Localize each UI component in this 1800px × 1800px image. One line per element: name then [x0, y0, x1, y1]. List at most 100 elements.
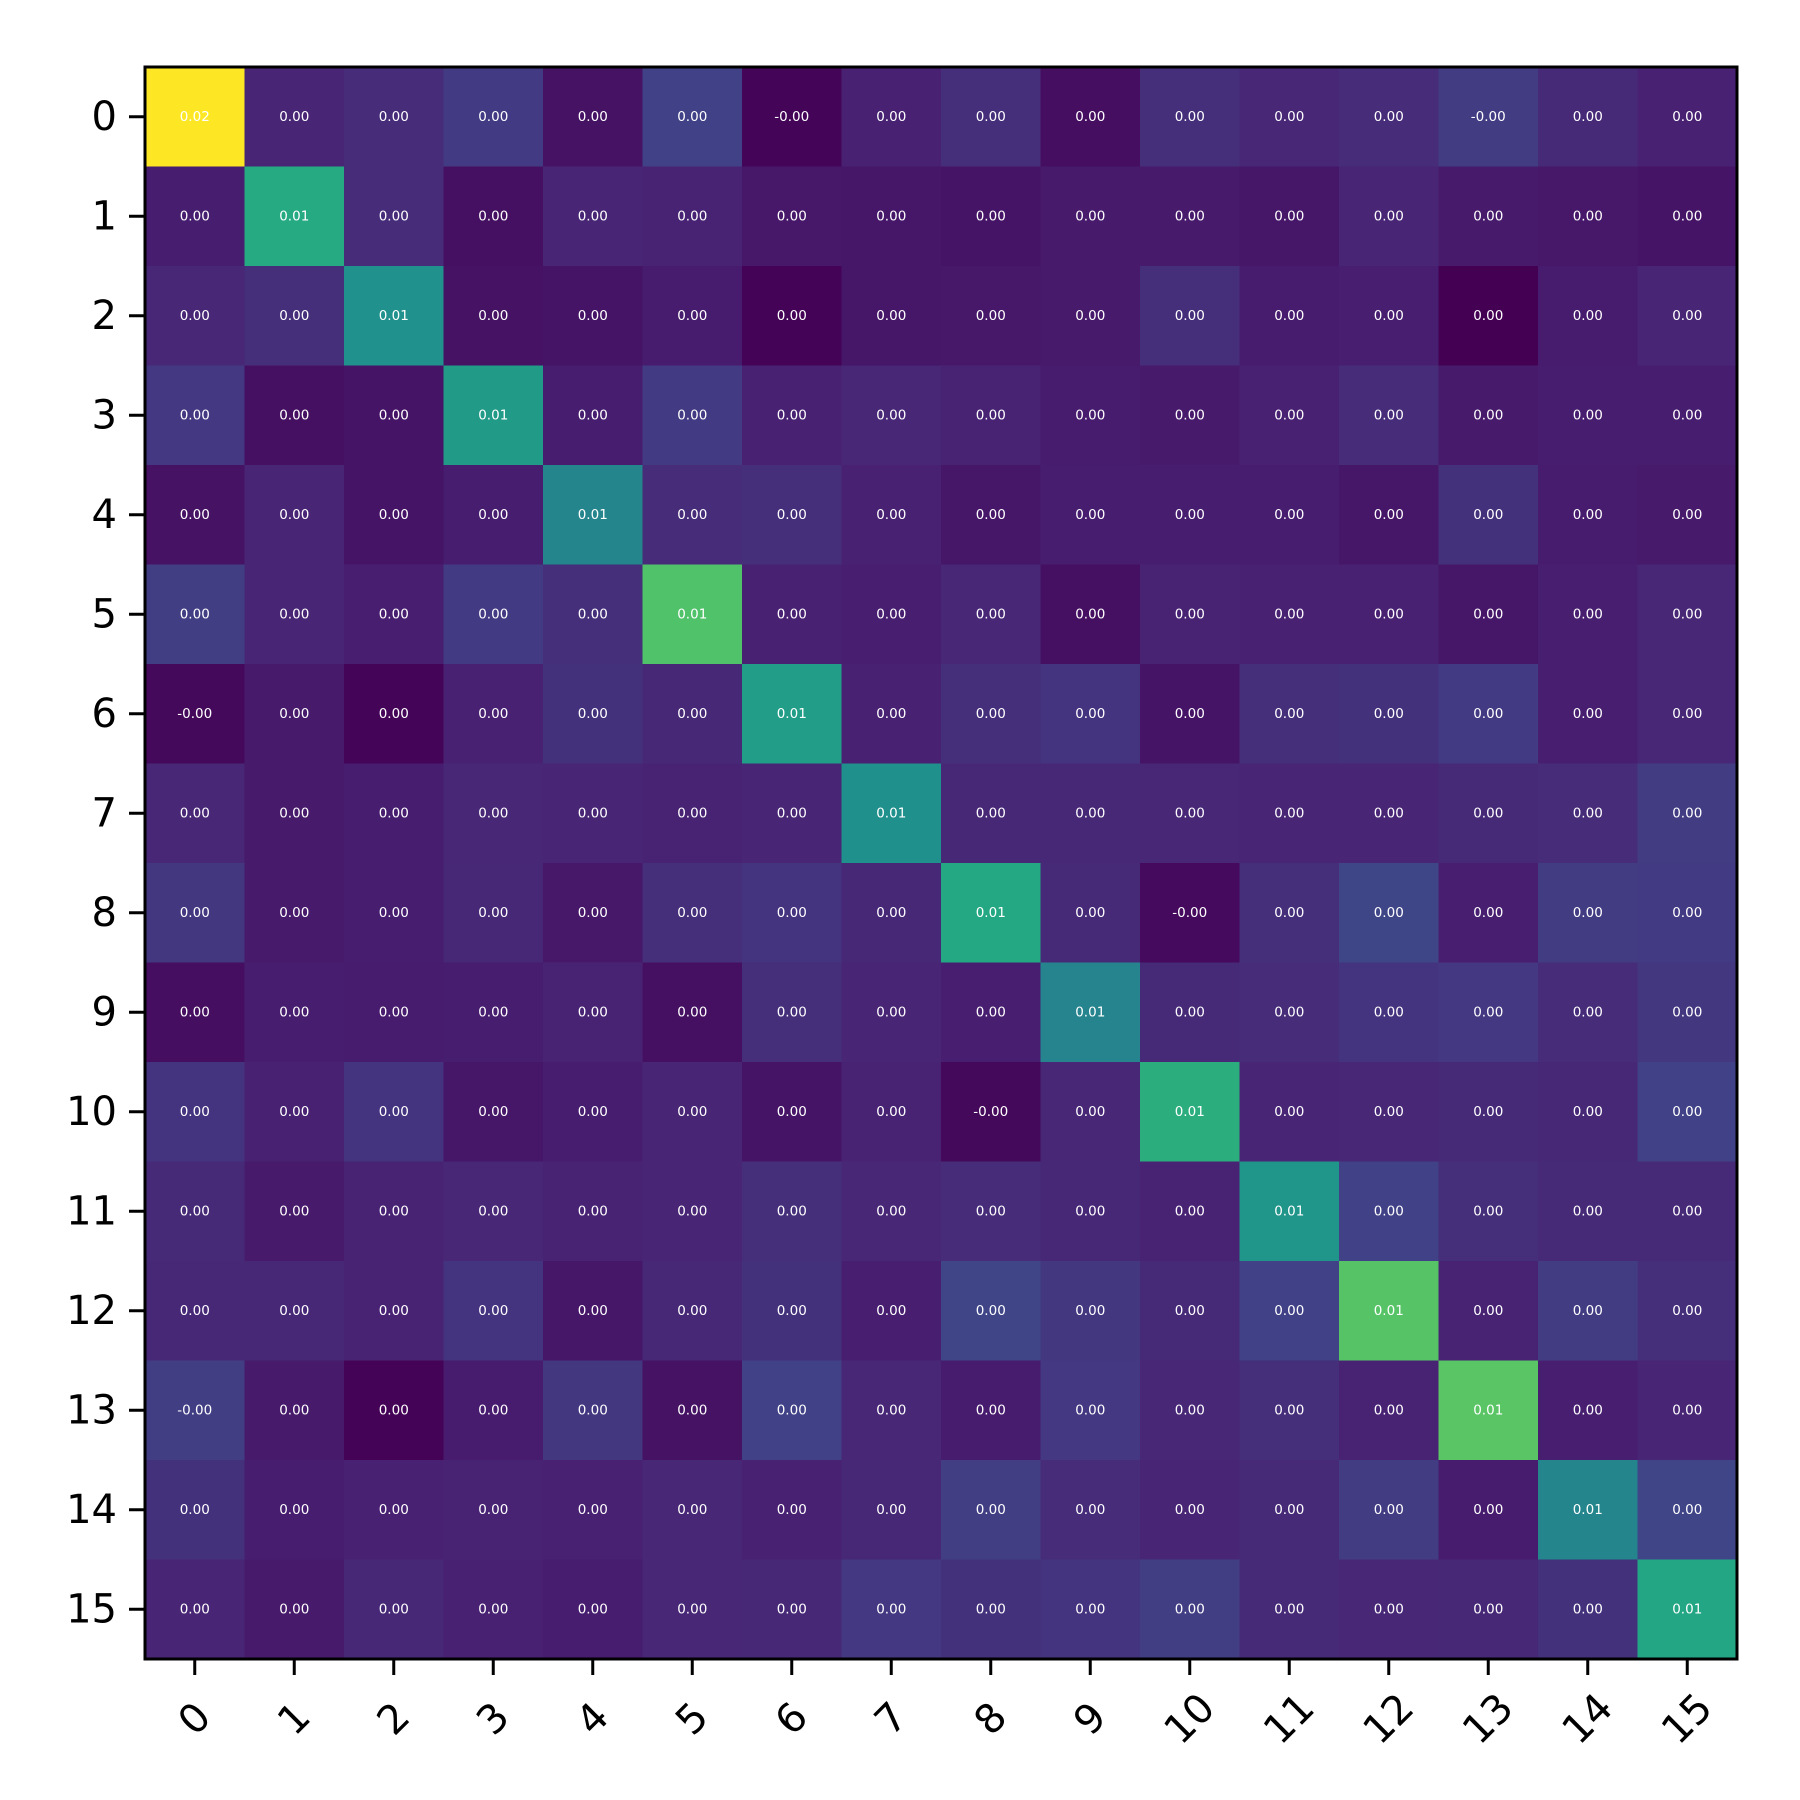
- heatmap-cell: [1637, 166, 1738, 267]
- heatmap-cell: [145, 863, 246, 964]
- heatmap-cell-label: 0.00: [976, 1601, 1006, 1617]
- heatmap-cell: [1438, 1559, 1539, 1660]
- heatmap-cell-label: -0.00: [177, 706, 212, 722]
- heatmap-cell: [841, 465, 942, 566]
- heatmap-cell-label: 0.00: [1075, 208, 1105, 224]
- heatmap-cell: [344, 266, 445, 367]
- heatmap-cell: [1239, 564, 1340, 665]
- heatmap-cell-label: 0.01: [478, 407, 508, 423]
- heatmap-cell-label: 0.00: [1473, 905, 1503, 921]
- heatmap-cell-label: 0.00: [1075, 805, 1105, 821]
- heatmap-cell: [1040, 266, 1141, 367]
- x-tick-label: 0: [169, 1694, 220, 1745]
- heatmap-cell-label: 0.00: [1374, 308, 1404, 324]
- heatmap-cell: [1239, 67, 1340, 168]
- heatmap-cell-labels: 0.02 0.00 0.00 0.00 0.00 0.00 -0.00 0.00 0.00 0.0…: [177, 109, 1702, 1618]
- heatmap-cell: [642, 1062, 743, 1163]
- heatmap-cell-label: 0.00: [1374, 1004, 1404, 1020]
- heatmap-cell: [941, 962, 1042, 1063]
- heatmap-cell-label: 0.00: [578, 905, 608, 921]
- heatmap-cell: [1239, 1559, 1340, 1660]
- heatmap-cell: [941, 863, 1042, 964]
- heatmap-cell: [742, 166, 843, 267]
- heatmap-cell: [1438, 564, 1539, 665]
- heatmap-cell: [642, 1460, 743, 1561]
- heatmap-cell-label: 0.00: [677, 1104, 707, 1120]
- heatmap-cell-label: 0.00: [777, 1402, 807, 1418]
- heatmap-cell-label: 0.00: [578, 407, 608, 423]
- heatmap-cell: [1637, 67, 1738, 168]
- heatmap-cell-label: 0.00: [976, 805, 1006, 821]
- heatmap-cell-label: 0.00: [1573, 109, 1603, 125]
- heatmap-cell-label: 0.00: [379, 407, 409, 423]
- heatmap-cell: [1239, 863, 1340, 964]
- heatmap-cell: [841, 664, 942, 765]
- heatmap-cell-label: 0.00: [1274, 308, 1304, 324]
- heatmap-cell-label: 0.00: [976, 606, 1006, 622]
- heatmap-cell-label: 0.00: [279, 606, 309, 622]
- heatmap-cell-label: 0.00: [1374, 109, 1404, 125]
- heatmap-cell: [642, 763, 743, 864]
- heatmap-cell-label: 0.00: [1672, 308, 1702, 324]
- heatmap-cell-label: 0.00: [1274, 805, 1304, 821]
- heatmap-cell: [1637, 1261, 1738, 1362]
- heatmap-cell: [543, 664, 644, 765]
- heatmap-cell-label: 0.00: [876, 1104, 906, 1120]
- x-tick-label: 2: [368, 1694, 419, 1745]
- heatmap-cell: [543, 1161, 644, 1262]
- y-tick-label: 5: [92, 591, 117, 637]
- heatmap-cell: [543, 564, 644, 665]
- heatmap-cell: [1438, 1062, 1539, 1163]
- heatmap-cell: [1339, 266, 1440, 367]
- heatmap-cell: [841, 564, 942, 665]
- heatmap-cell: [543, 1559, 644, 1660]
- heatmap-cell-label: 0.00: [876, 1402, 906, 1418]
- heatmap-cell-label: 0.00: [1175, 1303, 1205, 1319]
- heatmap-cell: [742, 266, 843, 367]
- heatmap-cell: [244, 863, 345, 964]
- heatmap-cell: [1140, 365, 1241, 466]
- heatmap-cell: [145, 166, 246, 267]
- heatmap-cell-label: 0.00: [777, 1203, 807, 1219]
- heatmap-cell-label: 0.00: [1473, 805, 1503, 821]
- heatmap-cell-label: 0.01: [1075, 1004, 1105, 1020]
- heatmap-cell: [1538, 1161, 1639, 1262]
- heatmap-cell: [1438, 365, 1539, 466]
- heatmap-cell: [941, 1460, 1042, 1561]
- heatmap-cell-label: 0.00: [1573, 1104, 1603, 1120]
- heatmap-cell: [941, 465, 1042, 566]
- heatmap-cell: [1140, 1559, 1241, 1660]
- heatmap-cell: [841, 266, 942, 367]
- heatmap-cell: [1538, 1062, 1639, 1163]
- heatmap-cell-label: 0.00: [1573, 905, 1603, 921]
- heatmap-cell-label: 0.00: [578, 1104, 608, 1120]
- heatmap-cell: [543, 365, 644, 466]
- heatmap-cell-label: 0.00: [976, 109, 1006, 125]
- heatmap-cell-label: 0.00: [379, 805, 409, 821]
- heatmap-cell: [244, 1261, 345, 1362]
- heatmap-cell-label: 0.00: [1175, 109, 1205, 125]
- heatmap-cell: [742, 1360, 843, 1461]
- heatmap-cell-label: 0.00: [578, 208, 608, 224]
- heatmap-cell: [1040, 863, 1141, 964]
- heatmap-cell: [543, 863, 644, 964]
- heatmap-cell: [1637, 1161, 1738, 1262]
- x-tick-label: 6: [766, 1694, 817, 1745]
- heatmap-cell-label: 0.00: [478, 308, 508, 324]
- heatmap-cell: [1040, 1261, 1141, 1362]
- heatmap-cell: [344, 863, 445, 964]
- heatmap-cell: [1438, 1161, 1539, 1262]
- heatmap-cell-label: 0.00: [1075, 1104, 1105, 1120]
- heatmap-cell-label: 0.00: [777, 407, 807, 423]
- heatmap-cell: [1637, 465, 1738, 566]
- y-tick-label: 1: [92, 193, 117, 239]
- heatmap-cell-label: 0.00: [180, 1502, 210, 1518]
- heatmap-cell-label: 0.00: [379, 1203, 409, 1219]
- heatmap-cell: [941, 564, 1042, 665]
- heatmap-cell-label: 0.00: [578, 1203, 608, 1219]
- heatmap-cell-label: 0.00: [578, 109, 608, 125]
- heatmap-cell: [742, 1460, 843, 1561]
- heatmap-cell-label: 0.00: [1672, 1104, 1702, 1120]
- heatmap-cell-label: 0.00: [478, 706, 508, 722]
